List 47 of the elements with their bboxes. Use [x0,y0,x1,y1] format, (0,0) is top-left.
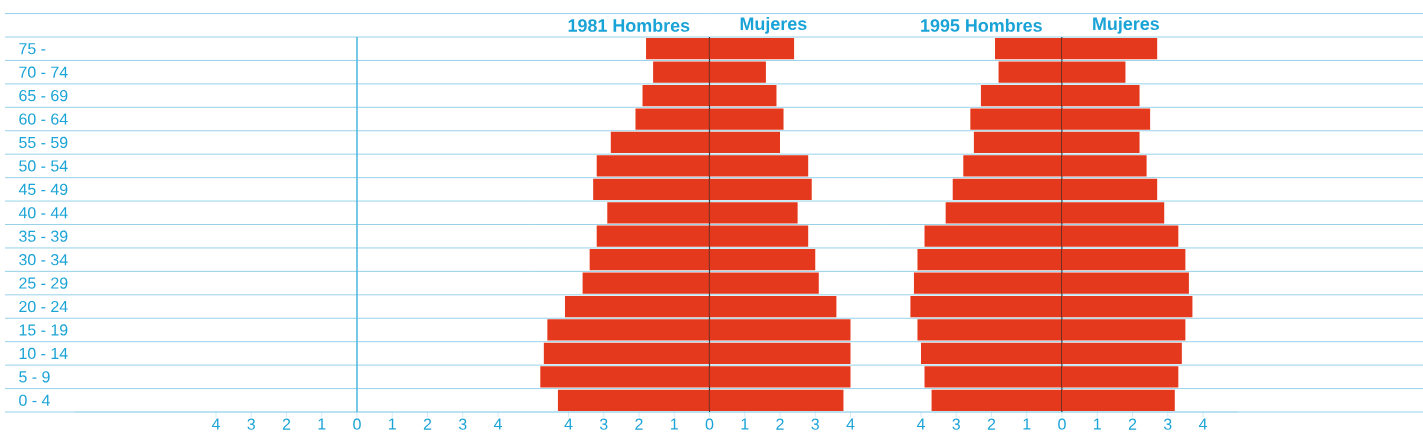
x-tick-label: 4 [211,418,220,430]
y-tick-label: 30 - 34 [19,254,68,266]
y-tick-label: 60 - 64 [19,113,68,125]
x-tick-label: 3 [458,418,467,430]
y-tick-label: 75 - [19,43,46,55]
x-tick-label: 0 [1058,418,1066,430]
y-tick-label: 40 - 44 [18,207,68,219]
x-tick-label: 1 [741,418,749,430]
y-tick-label: 55 - 59 [19,136,68,149]
y-tick-label: 5 - 9 [19,371,50,383]
x-tick-label: 1 [1094,418,1101,430]
y-tick-label: 35 - 39 [19,230,68,242]
x-tick-label: 1 [389,418,396,430]
x-tick-label: 3 [247,418,255,430]
x-tick-label: 2 [776,418,784,430]
x-tick-label: 4 [564,418,573,430]
x-tick-label: 4 [846,418,855,430]
x-tick-label: 0 [705,418,714,430]
chart-title: Mujeres [740,16,807,34]
x-tick-label: 3 [811,418,819,430]
y-tick-label: 0 - 4 [19,394,50,406]
y-tick-label: 70 - 74 [19,66,68,78]
x-tick-label: 3 [1163,418,1172,430]
x-tick-label: 2 [282,418,291,430]
y-tick-label: 50 - 54 [19,160,68,172]
y-tick-label: 10 - 14 [19,347,68,360]
y-tick-label: 25 - 29 [19,277,68,289]
chart-title: 1995 Hombres [921,18,1042,32]
chart-title: Mujeres [1093,16,1159,34]
chart-title: 1981 Hombres [568,18,690,32]
x-tick-label: 3 [599,418,608,430]
y-tick-label: 20 - 24 [19,300,68,313]
x-tick-label: 4 [1198,418,1207,430]
x-tick-label: 1 [671,418,678,430]
x-tick-label: 2 [987,418,996,430]
x-tick-label: 2 [635,418,643,430]
x-tick-label: 1 [1023,418,1031,430]
x-tick-label: 4 [916,418,925,430]
y-tick-label: 45 - 49 [18,183,68,195]
x-tick-label: 2 [1128,418,1137,430]
y-tick-label: 65 - 69 [19,89,68,102]
x-tick-label: 3 [952,418,960,430]
x-tick-label: 0 [353,418,361,430]
x-tick-label: 2 [423,418,432,430]
y-tick-label: 15 - 19 [19,324,68,336]
x-tick-label: 4 [493,418,502,430]
x-tick-label: 1 [318,418,326,430]
